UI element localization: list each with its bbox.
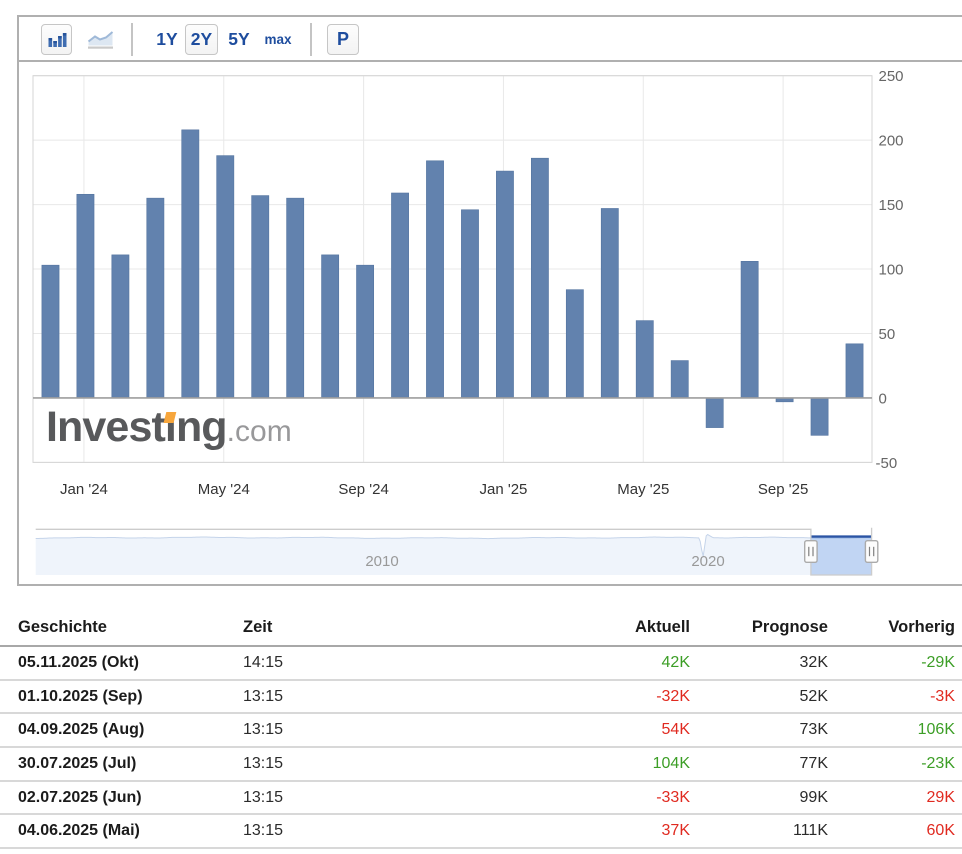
cell-actual: 54K [440,713,690,749]
cell-date: 30.07.2025 (Jul) [0,747,243,782]
area-chart-type-button[interactable] [87,24,114,55]
bar-chart[interactable]: Jan '24 May '24 Sep '24 Jan '25 May '25 Sep '… [19,62,962,586]
bar-Feb '25[interactable] [565,289,584,399]
bar-Sep '25[interactable] [810,397,829,436]
cell-previous: 60K [828,814,962,850]
cell-date: 05.11.2025 (Okt) [0,646,243,681]
table-row[interactable]: 05.11.2025 (Okt) 14:15 42K 32K -29K [0,646,962,681]
bar-Oct '24[interactable] [426,160,444,399]
svg-text:100: 100 [879,262,904,279]
bar-May '25[interactable] [670,360,689,399]
table-header-row: Geschichte Zeit Aktuell Prognose Vorheri… [0,609,962,647]
bar-Jul '25[interactable] [740,261,759,399]
cell-forecast: 32K [690,646,828,681]
navigator-left-handle[interactable] [804,540,818,564]
svg-text:150: 150 [879,197,904,214]
cell-actual: 104K [440,747,690,782]
cell-actual: 37K [440,814,690,850]
header-aktuell: Aktuell [440,609,690,647]
cell-previous: -29K [828,646,962,681]
bar-chart-icon [48,32,66,47]
cell-forecast: 73K [690,713,828,749]
bar-Jun '25[interactable] [705,397,724,428]
bar-Nov '23[interactable] [41,264,60,399]
cell-previous: -3K [828,679,962,715]
cell-actual: -33K [440,780,690,816]
cell-time: 13:15 [243,679,440,715]
bar-chart-type-button[interactable] [41,24,72,55]
bar-Jan '24[interactable] [111,254,130,399]
cell-previous: 106K [828,713,962,749]
cell-date: 01.10.2025 (Sep) [0,679,243,715]
svg-text:May '25: May '25 [617,481,669,498]
table-row[interactable]: 04.09.2025 (Aug) 13:15 54K 73K 106K [0,713,962,749]
bar-Nov '24[interactable] [461,209,479,399]
cell-previous: -23K [828,747,962,782]
svg-text:2010: 2010 [365,553,398,570]
p-button[interactable]: P [327,24,359,55]
bar-Aug '24[interactable] [356,264,375,399]
svg-text:2020: 2020 [691,553,724,570]
bar-Jan '25[interactable] [530,157,549,399]
bar-Dec '24[interactable] [496,170,514,399]
bar-May '24[interactable] [251,195,270,399]
svg-text:50: 50 [879,326,896,343]
cell-date: 04.06.2025 (Mai) [0,814,243,850]
cell-forecast: 111K [690,814,828,850]
cell-date: 04.09.2025 (Aug) [0,713,243,749]
toolbar-separator [310,23,312,56]
svg-text:Jan '25: Jan '25 [479,481,527,498]
cell-time: 14:15 [243,646,440,681]
range-button-max[interactable]: max [264,32,292,47]
bar-Dec '23[interactable] [76,193,95,399]
bar-Sep '24[interactable] [391,192,409,399]
bar-Jun '24[interactable] [286,197,305,399]
bar-Mar '25[interactable] [600,208,619,399]
table-row[interactable]: 02.07.2025 (Jun) 13:15 -33K 99K 29K [0,780,962,816]
table-row[interactable]: 01.10.2025 (Sep) 13:15 -32K 52K -3K [0,679,962,715]
bar-Feb '24[interactable] [146,197,165,399]
cell-forecast: 77K [690,747,828,782]
chart-toolbar: 1Y 2Y 5Y max P [19,17,962,62]
cell-forecast: 99K [690,780,828,816]
cell-date: 02.07.2025 (Jun) [0,780,243,816]
header-geschichte: Geschichte [0,609,243,647]
chart-area: Jan '24 May '24 Sep '24 Jan '25 May '25 Sep '… [19,62,962,584]
chart-card: 1Y 2Y 5Y max P Jan '24 May '24 Sep '24 Jan … [17,15,962,586]
svg-text:-50: -50 [876,455,898,472]
header-vorherig: Vorherig [828,609,962,647]
svg-text:Jan '24: Jan '24 [60,481,108,498]
area-chart-icon [87,30,114,49]
bar-Oct '25[interactable] [845,343,864,399]
bar-Apr '25[interactable] [635,320,654,399]
svg-text:May '24: May '24 [198,481,250,498]
bar-Jul '24[interactable] [321,254,340,399]
navigator-selected-range[interactable] [810,536,872,575]
range-button-1y[interactable]: 1Y [156,29,178,49]
navigator-right-handle[interactable] [864,540,879,564]
range-button-2y[interactable]: 2Y [185,24,218,55]
header-zeit: Zeit [243,609,440,647]
bar-Mar '24[interactable] [181,129,200,399]
cell-previous: 29K [828,780,962,816]
cell-actual: -32K [440,679,690,715]
svg-text:250: 250 [879,68,904,85]
svg-text:Sep '25: Sep '25 [758,481,808,498]
cell-actual: 42K [440,646,690,681]
cell-time: 13:15 [243,747,440,782]
table-row[interactable]: 30.07.2025 (Jul) 13:15 104K 77K -23K [0,747,962,782]
toolbar-separator [131,23,133,56]
header-prognose: Prognose [690,609,828,647]
cell-time: 13:15 [243,713,440,749]
svg-text:Sep '24: Sep '24 [338,481,388,498]
range-button-5y[interactable]: 5Y [228,29,250,49]
svg-text:0: 0 [879,390,887,407]
svg-text:200: 200 [879,133,904,150]
history-table: Geschichte Zeit Aktuell Prognose Vorheri… [0,609,962,850]
table-row[interactable]: 04.06.2025 (Mai) 13:15 37K 111K 60K [0,814,962,850]
bar-Apr '24[interactable] [216,155,235,399]
cell-time: 13:15 [243,814,440,850]
cell-time: 13:15 [243,780,440,816]
cell-forecast: 52K [690,679,828,715]
